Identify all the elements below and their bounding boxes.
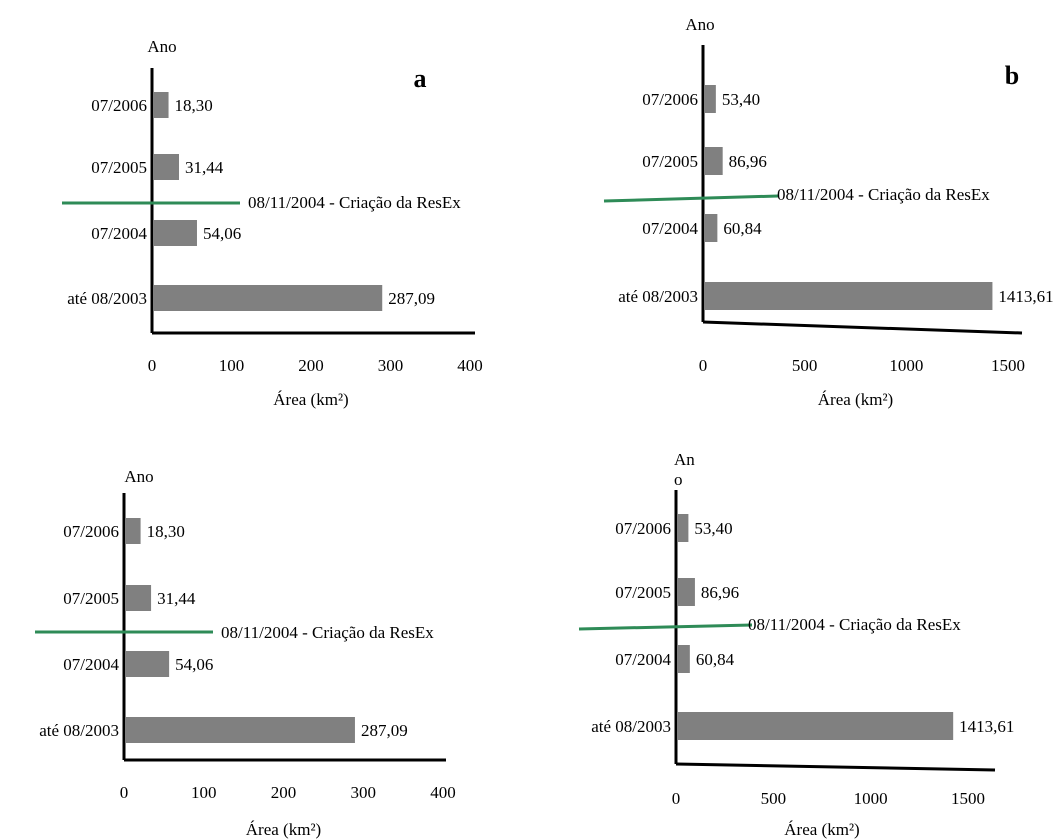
data-label: 60,84 bbox=[696, 650, 735, 669]
x-tick-label: 400 bbox=[430, 783, 456, 802]
bar bbox=[154, 154, 179, 180]
category-label: 07/2004 bbox=[642, 219, 698, 238]
bar bbox=[126, 585, 152, 611]
x-tick-label: 400 bbox=[457, 356, 483, 375]
data-label: 60,84 bbox=[723, 219, 762, 238]
bar bbox=[705, 282, 993, 310]
chart-panel-4: 07/2006 53,40 07/2005 86,96 07/2004 60,84 até … bbox=[578, 450, 1014, 839]
chart-panel-3: 07/2006 18,30 07/2005 31,44 07/2004 54,06 até … bbox=[35, 467, 456, 839]
category-label: 07/2006 bbox=[642, 90, 698, 109]
category-label: 07/2005 bbox=[63, 589, 119, 608]
x-tick-label: 1500 bbox=[951, 789, 985, 808]
x-tick-label: 1500 bbox=[991, 356, 1025, 375]
x-tick-label: 500 bbox=[792, 356, 818, 375]
y-axis-title: Ano bbox=[685, 15, 714, 34]
bar bbox=[126, 518, 141, 544]
resex-creation-marker bbox=[603, 194, 779, 203]
panel-letter: b bbox=[1005, 61, 1019, 90]
chart-panel-1: 07/2006 18,30 07/2005 31,44 07/2004 54,06 até … bbox=[62, 37, 483, 409]
x-tick-label: 0 bbox=[148, 356, 157, 375]
data-label: 31,44 bbox=[157, 589, 196, 608]
category-label: 07/2006 bbox=[91, 96, 147, 115]
bar bbox=[154, 92, 169, 118]
x-tick-label: 1000 bbox=[889, 356, 923, 375]
bar bbox=[678, 578, 695, 606]
x-tick-label: 300 bbox=[351, 783, 377, 802]
x-tick-label: 0 bbox=[699, 356, 708, 375]
data-label: 1413,61 bbox=[998, 287, 1053, 306]
y-axis-title: Ano bbox=[147, 37, 176, 56]
category-label: 07/2004 bbox=[91, 224, 147, 243]
x-axis-title: Área (km²) bbox=[818, 390, 893, 409]
bar bbox=[705, 214, 718, 242]
y-axis-title: An bbox=[674, 450, 695, 469]
bar bbox=[678, 645, 690, 673]
x-tick-label: 500 bbox=[761, 789, 787, 808]
x-tick-label: 0 bbox=[672, 789, 681, 808]
data-label: 86,96 bbox=[701, 583, 739, 602]
x-tick-label: 100 bbox=[191, 783, 217, 802]
annotation-label: 08/11/2004 - Criação da ResEx bbox=[777, 185, 990, 204]
x-tick-label: 200 bbox=[271, 783, 297, 802]
x-tick-label: 200 bbox=[298, 356, 324, 375]
bar bbox=[126, 717, 355, 743]
category-label: 07/2004 bbox=[615, 650, 671, 669]
y-axis-title: o bbox=[674, 470, 683, 489]
category-label: até 08/2003 bbox=[618, 287, 698, 306]
x-axis-title: Área (km²) bbox=[246, 820, 321, 839]
bar bbox=[154, 285, 383, 311]
bar bbox=[678, 514, 689, 542]
chart-panel-2: 07/2006 53,40 07/2005 86,96 07/2004 60,84 até … bbox=[603, 15, 1054, 409]
data-label: 54,06 bbox=[203, 224, 241, 243]
category-label: 07/2006 bbox=[63, 522, 119, 541]
bar bbox=[705, 85, 716, 113]
category-label: até 08/2003 bbox=[591, 717, 671, 736]
x-tick-label: 0 bbox=[120, 783, 129, 802]
category-label: 07/2004 bbox=[63, 655, 119, 674]
y-axis-title: Ano bbox=[124, 467, 153, 486]
data-label: 31,44 bbox=[185, 158, 224, 177]
category-label: 07/2005 bbox=[642, 152, 698, 171]
data-label: 1413,61 bbox=[959, 717, 1014, 736]
x-axis-line bbox=[675, 762, 996, 772]
category-label: até 08/2003 bbox=[67, 289, 147, 308]
bar bbox=[154, 220, 197, 246]
panel-letter: a bbox=[414, 64, 427, 93]
annotation-label: 08/11/2004 - Criação da ResEx bbox=[248, 193, 461, 212]
category-label: até 08/2003 bbox=[39, 721, 119, 740]
annotation-label: 08/11/2004 - Criação da ResEx bbox=[221, 623, 434, 642]
category-label: 07/2005 bbox=[91, 158, 147, 177]
bar bbox=[705, 147, 723, 175]
data-label: 287,09 bbox=[361, 721, 408, 740]
x-tick-label: 300 bbox=[378, 356, 404, 375]
x-axis-title: Área (km²) bbox=[784, 820, 859, 839]
resex-creation-marker bbox=[578, 623, 753, 631]
data-label: 53,40 bbox=[722, 90, 760, 109]
x-axis-line bbox=[702, 320, 1023, 335]
data-label: 18,30 bbox=[175, 96, 213, 115]
data-label: 54,06 bbox=[175, 655, 213, 674]
x-tick-label: 1000 bbox=[854, 789, 888, 808]
data-label: 287,09 bbox=[388, 289, 435, 308]
data-label: 86,96 bbox=[729, 152, 767, 171]
x-tick-label: 100 bbox=[219, 356, 245, 375]
x-axis-title: Área (km²) bbox=[273, 390, 348, 409]
data-label: 53,40 bbox=[694, 519, 732, 538]
category-label: 07/2005 bbox=[615, 583, 671, 602]
bar bbox=[678, 712, 954, 740]
annotation-label: 08/11/2004 - Criação da ResEx bbox=[748, 615, 961, 634]
data-label: 18,30 bbox=[147, 522, 185, 541]
category-label: 07/2006 bbox=[615, 519, 671, 538]
bar bbox=[126, 651, 170, 677]
